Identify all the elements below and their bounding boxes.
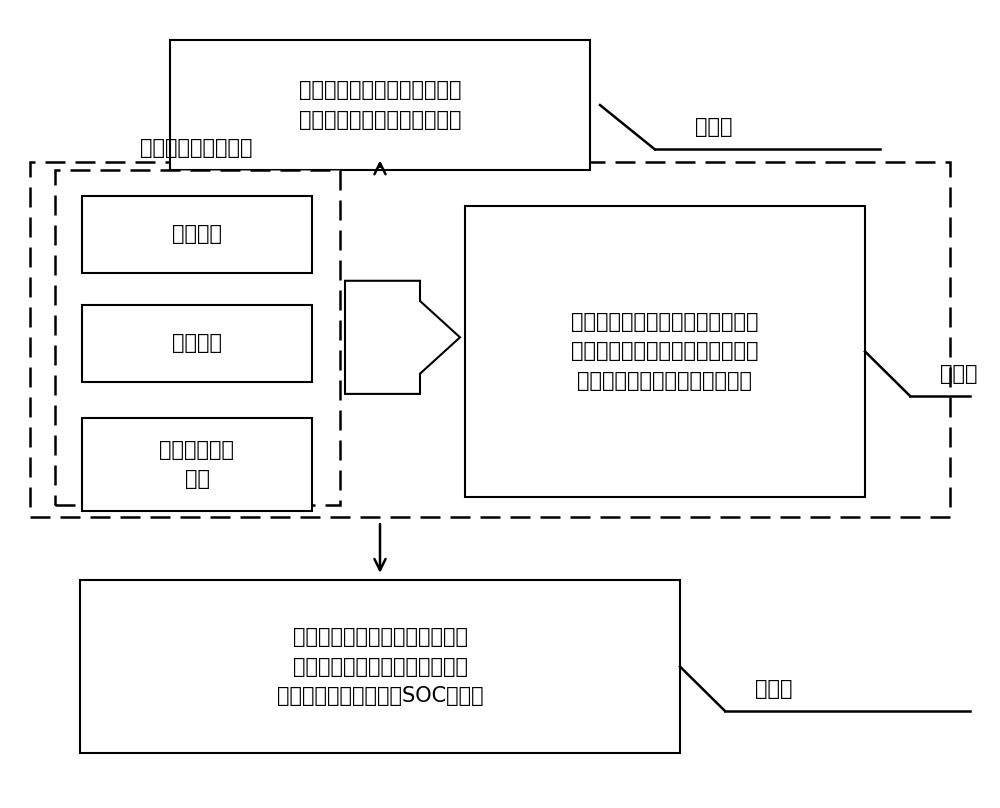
Bar bbox=[55, 170, 340, 505]
Text: 利用提出的迁移学习框架对步骤一
得到的源域数据和电池包中单体电
池的目标域数据进行迁移和变换: 利用提出的迁移学习框架对步骤一 得到的源域数据和电池包中单体电 池的目标域数据进… bbox=[571, 312, 759, 391]
Text: 特征压缩: 特征压缩 bbox=[172, 334, 222, 353]
Bar bbox=[465, 206, 865, 497]
Text: 对电池包中同种类型的一个单
体电池进行实验得到源域数据: 对电池包中同种类型的一个单 体电池进行实验得到源域数据 bbox=[299, 80, 461, 130]
Text: 使用数据驱动算法对步骤二中变
换后的源域数据进行建模，对变
换后的目标域数据进行SOC的预测: 使用数据驱动算法对步骤二中变 换后的源域数据进行建模，对变 换后的目标域数据进行… bbox=[277, 627, 483, 706]
Bar bbox=[82, 196, 312, 273]
Text: 步骤二: 步骤二 bbox=[940, 364, 978, 384]
Bar bbox=[30, 162, 950, 517]
Bar bbox=[80, 580, 680, 753]
Text: 提出的迁移学习框架: 提出的迁移学习框架 bbox=[140, 137, 252, 158]
Bar bbox=[82, 305, 312, 382]
Polygon shape bbox=[345, 280, 460, 394]
Text: 步骤三: 步骤三 bbox=[755, 679, 792, 699]
Bar bbox=[82, 419, 312, 511]
Text: 边缘概率分布
适配: 边缘概率分布 适配 bbox=[160, 440, 234, 490]
Text: 步骤一: 步骤一 bbox=[695, 117, 733, 137]
Text: 特征增强: 特征增强 bbox=[172, 225, 222, 244]
Bar bbox=[170, 40, 590, 170]
